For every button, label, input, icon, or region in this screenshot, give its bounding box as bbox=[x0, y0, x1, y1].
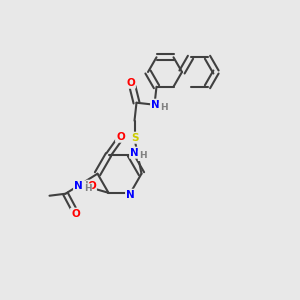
Text: N: N bbox=[74, 181, 83, 191]
Text: H: H bbox=[84, 184, 91, 193]
Text: S: S bbox=[131, 133, 138, 143]
Text: O: O bbox=[126, 78, 135, 88]
Text: O: O bbox=[116, 132, 125, 142]
Text: N: N bbox=[151, 100, 160, 110]
Text: H: H bbox=[80, 181, 87, 190]
Text: O: O bbox=[71, 209, 80, 219]
Text: H: H bbox=[139, 151, 146, 160]
Text: N: N bbox=[126, 190, 135, 200]
Text: H: H bbox=[160, 103, 167, 112]
Text: N: N bbox=[130, 148, 139, 158]
Text: O: O bbox=[87, 181, 96, 191]
